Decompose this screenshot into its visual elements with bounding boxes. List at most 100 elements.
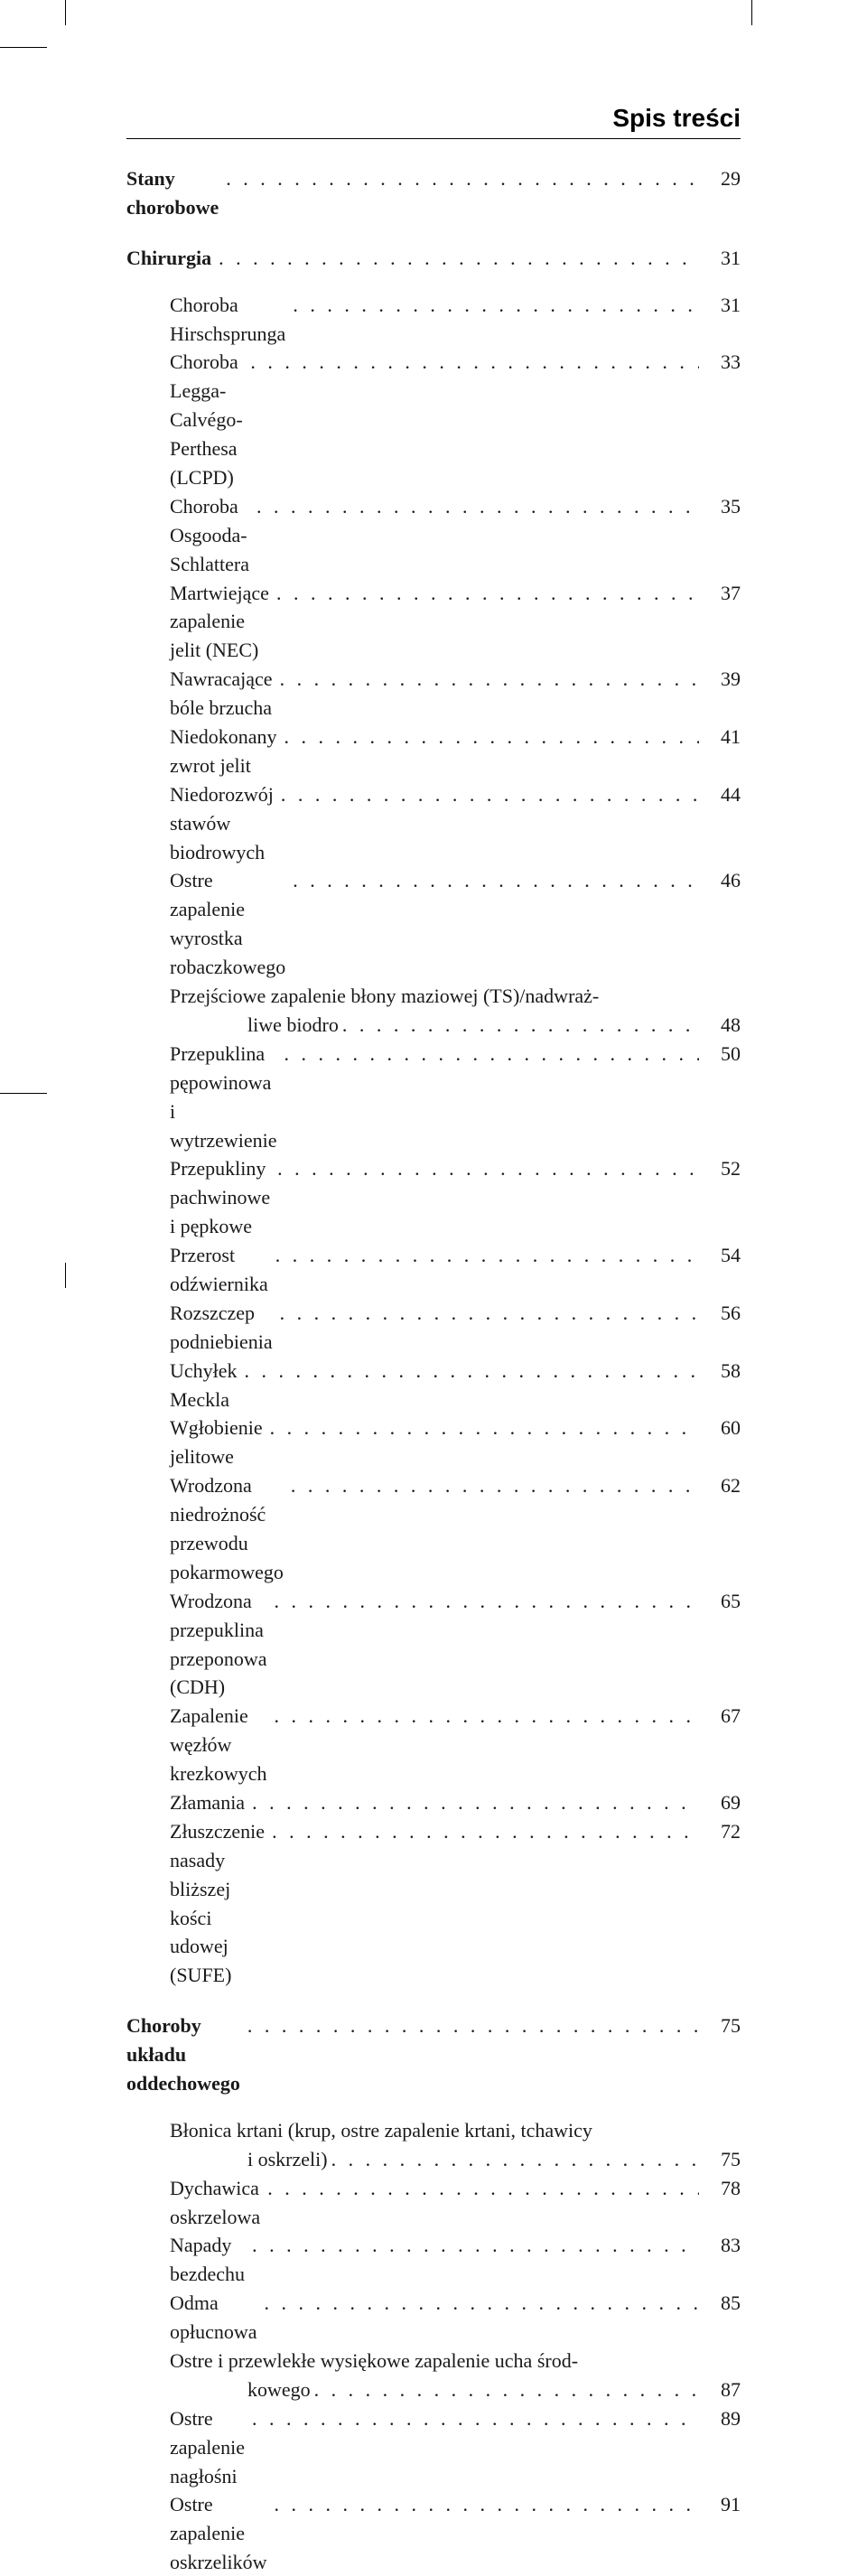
toc-entry-title: Choroba Osgooda-Schlattera	[170, 492, 253, 579]
toc-leader-dots: . . . . . . . . . . . . . . . . . . . . …	[268, 1817, 699, 1846]
toc-entry: Niedokonany zwrot jelit . . . . . . . . …	[126, 723, 741, 780]
toc-leader-dots: . . . . . . . . . . . . . . . . . . . . …	[274, 1154, 699, 1183]
toc-entry-title: Błonica krtani (krup, ostre zapalenie kr…	[170, 2116, 592, 2145]
toc-entry: Wrodzona niedrożność przewodu pokarmoweg…	[126, 1471, 741, 1587]
toc-entry-title: Wrodzona niedrożność przewodu pokarmoweg…	[170, 1471, 287, 1587]
toc-entry-title: Choroba Legga-Calvégo-Perthesa (LCPD)	[170, 348, 247, 491]
toc-entry-page: 50	[699, 1040, 741, 1069]
toc-entry: Ostre zapalenie nagłośni . . . . . . . .…	[126, 2404, 741, 2491]
toc-section: Chirurgia . . . . . . . . . . . . . . . …	[126, 244, 741, 273]
toc-entry: Przerost odźwiernika . . . . . . . . . .…	[126, 1241, 741, 1299]
toc-leader-dots: . . . . . . . . . . . . . . . . . . . . …	[289, 291, 699, 320]
toc-leader-dots: . . . . . . . . . . . . . . . . . . . . …	[271, 2490, 699, 2519]
toc-entry-continuation: kowego . . . . . . . . . . . . . . . . .…	[126, 2375, 741, 2404]
toc-entry-title: Choroby układu oddechowego	[126, 2011, 244, 2098]
toc-entry: Błonica krtani (krup, ostre zapalenie kr…	[126, 2116, 741, 2145]
toc-leader-dots: . . . . . . . . . . . . . . . . . . . . …	[276, 1299, 699, 1328]
toc-leader-dots: . . . . . . . . . . . . . . . . . . . . …	[272, 1241, 699, 1270]
toc-entry-title: Złamania	[170, 1788, 248, 1817]
toc-entry-page: 58	[699, 1357, 741, 1386]
toc-entry-page: 29	[699, 164, 741, 193]
toc-entry: Uchyłek Meckla . . . . . . . . . . . . .…	[126, 1357, 741, 1414]
toc-leader-dots: . . . . . . . . . . . . . . . . . . . . …	[277, 780, 699, 809]
toc-entry: Napady bezdechu . . . . . . . . . . . . …	[126, 2231, 741, 2289]
toc-entry: Nawracające bóle brzucha . . . . . . . .…	[126, 665, 741, 723]
toc-leader-dots: . . . . . . . . . . . . . . . . . . . . …	[287, 1471, 699, 1500]
toc-entry: Ostre i przewlekłe wysiękowe zapalenie u…	[126, 2347, 741, 2375]
toc-entry-page: 62	[699, 1471, 741, 1500]
toc-entry: Choroba Legga-Calvégo-Perthesa (LCPD) . …	[126, 348, 741, 491]
toc-leader-dots: . . . . . . . . . . . . . . . . . . . . …	[264, 2174, 699, 2203]
toc-leader-dots: . . . . . . . . . . . . . . . . . . . . …	[215, 244, 699, 273]
crop-mark-top	[0, 0, 867, 36]
toc-entry-page: 69	[699, 1788, 741, 1817]
toc-leader-dots: . . . . . . . . . . . . . . . . . . . . …	[248, 2404, 699, 2433]
toc-entry-page: 87	[699, 2375, 741, 2404]
toc-leader-dots: . . . . . . . . . . . . . . . . . . . . …	[281, 723, 699, 751]
crop-mark-h-top	[0, 47, 47, 48]
toc-entry-title: Przejściowe zapalenie błony maziowej (TS…	[170, 982, 599, 1011]
toc-leader-dots: . . . . . . . . . . . . . . . . . . . . …	[276, 665, 699, 694]
toc-entry-page: 78	[699, 2174, 741, 2203]
toc-entry-page: 35	[699, 492, 741, 521]
toc-entry: Przepuklina pępowinowa i wytrzewienie . …	[126, 1040, 741, 1155]
toc-entry-title: Przepukliny pachwinowe i pępkowe	[170, 1154, 274, 1241]
toc-leader-dots: . . . . . . . . . . . . . . . . . . . . …	[273, 579, 699, 608]
toc-entry-page: 65	[699, 1587, 741, 1616]
toc-leader-dots: . . . . . . . . . . . . . . . . . . . . …	[289, 866, 699, 895]
toc-entry-title: Ostre zapalenie nagłośni	[170, 2404, 248, 2491]
toc-entry-title: Przerost odźwiernika	[170, 1241, 272, 1299]
toc-entry-page: 48	[699, 1011, 741, 1040]
toc-leader-dots: . . . . . . . . . . . . . . . . . . . . …	[271, 1702, 699, 1731]
toc-entry-page: 33	[699, 348, 741, 377]
toc-leader-dots: . . . . . . . . . . . . . . . . . . . . …	[339, 1011, 699, 1040]
toc-entry-page: 31	[699, 244, 741, 273]
toc-entry-title: Wgłobienie jelitowe	[170, 1414, 266, 1471]
toc-leader-dots: . . . . . . . . . . . . . . . . . . . . …	[253, 492, 699, 521]
toc-entry: Niedorozwój stawów biodrowych . . . . . …	[126, 780, 741, 867]
toc-entry: Przepukliny pachwinowe i pępkowe . . . .…	[126, 1154, 741, 1241]
toc-entry: Odma opłucnowa . . . . . . . . . . . . .…	[126, 2289, 741, 2347]
toc-entry-page: 41	[699, 723, 741, 751]
toc-entry-page: 60	[699, 1414, 741, 1442]
toc-section: Choroby układu oddechowego . . . . . . .…	[126, 2011, 741, 2098]
toc-entry-page: 39	[699, 665, 741, 694]
toc-section: Stany chorobowe . . . . . . . . . . . . …	[126, 164, 741, 222]
toc-entry-title: Martwiejące zapalenie jelit (NEC)	[170, 579, 273, 666]
toc-entry: Dychawica oskrzelowa . . . . . . . . . .…	[126, 2174, 741, 2232]
toc-entry-title: Ostre zapalenie oskrzelików	[170, 2490, 271, 2576]
toc-entry-page: 37	[699, 579, 741, 608]
toc-entry-page: 91	[699, 2490, 741, 2519]
toc-entry-title: Chirurgia	[126, 244, 215, 273]
toc-entry-page: 89	[699, 2404, 741, 2433]
toc-entry-page: 75	[699, 2011, 741, 2040]
toc-entry: Wrodzona przepuklina przeponowa (CDH) . …	[126, 1587, 741, 1703]
toc-entry-title: Ostre i przewlekłe wysiękowe zapalenie u…	[170, 2347, 578, 2375]
toc-entry-title: Zapalenie węzłów krezkowych	[170, 1702, 271, 1788]
toc-entry-title: Nawracające bóle brzucha	[170, 665, 276, 723]
toc-entry-continuation: i oskrzeli) . . . . . . . . . . . . . . …	[126, 2145, 741, 2174]
toc-entry-cont-text: i oskrzeli)	[170, 2145, 328, 2174]
toc-entry-page: 54	[699, 1241, 741, 1270]
toc-entry: Ostre zapalenie oskrzelików . . . . . . …	[126, 2490, 741, 2576]
toc-entry-title: Przepuklina pępowinowa i wytrzewienie	[170, 1040, 281, 1155]
toc-entry: Ostre zapalenie wyrostka robaczkowego . …	[126, 866, 741, 982]
toc-entry-title: Odma opłucnowa	[170, 2289, 261, 2347]
toc-entry-title: Niedokonany zwrot jelit	[170, 723, 281, 780]
toc-entry-page: 85	[699, 2289, 741, 2318]
toc-entry-cont-text: kowego	[170, 2375, 311, 2404]
toc-leader-dots: . . . . . . . . . . . . . . . . . . . . …	[266, 1414, 699, 1442]
toc-entry: Złamania . . . . . . . . . . . . . . . .…	[126, 1788, 741, 1817]
toc-leader-dots: . . . . . . . . . . . . . . . . . . . . …	[248, 1788, 699, 1817]
page-content: Spis treści Stany chorobowe . . . . . . …	[126, 104, 741, 2576]
toc-entry-title: Napady bezdechu	[170, 2231, 248, 2289]
toc-entry-page: 56	[699, 1299, 741, 1328]
toc-entry-title: Złuszczenie nasady bliższej kości udowej…	[170, 1817, 268, 1990]
toc-entry-title: Stany chorobowe	[126, 164, 222, 222]
toc-leader-dots: . . . . . . . . . . . . . . . . . . . . …	[244, 2011, 699, 2040]
toc-leader-dots: . . . . . . . . . . . . . . . . . . . . …	[261, 2289, 699, 2318]
toc-entry-title: Uchyłek Meckla	[170, 1357, 241, 1414]
toc-entry-cont-text: liwe biodro	[170, 1011, 339, 1040]
toc-entry: Choroba Hirschsprunga . . . . . . . . . …	[126, 291, 741, 349]
toc-entry-title: Choroba Hirschsprunga	[170, 291, 289, 349]
